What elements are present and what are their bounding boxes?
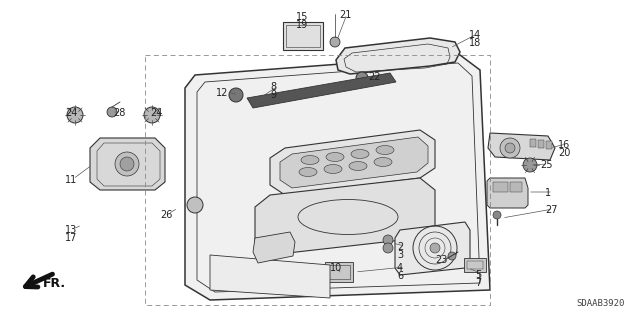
Text: 5: 5 [475,270,481,280]
Circle shape [356,72,368,84]
Circle shape [383,235,393,245]
Bar [538,140,544,148]
Bar [467,261,483,269]
Ellipse shape [326,152,344,161]
Polygon shape [487,178,528,208]
Text: SDAAB3920: SDAAB3920 [577,299,625,308]
Text: 25: 25 [540,160,552,170]
Text: 13: 13 [65,225,77,235]
Circle shape [493,211,501,219]
Text: 17: 17 [65,233,77,243]
Ellipse shape [351,150,369,159]
Circle shape [523,158,537,172]
Polygon shape [185,55,490,300]
Text: 10: 10 [330,263,342,273]
Polygon shape [253,232,295,263]
Polygon shape [247,73,396,108]
Text: 24: 24 [150,108,163,118]
Circle shape [120,157,134,171]
Polygon shape [270,130,435,195]
Text: 7: 7 [475,278,481,288]
Polygon shape [336,38,460,74]
Bar [510,182,522,192]
Text: 9: 9 [270,90,276,100]
Text: 6: 6 [397,271,403,281]
Circle shape [500,138,520,158]
Text: 16: 16 [558,140,570,150]
Circle shape [115,152,139,176]
Circle shape [448,252,456,260]
Bar [328,265,350,279]
Bar [493,182,508,192]
Text: 14: 14 [469,30,481,40]
Circle shape [505,143,515,153]
Polygon shape [488,133,555,160]
Bar [325,262,353,282]
Text: FR.: FR. [43,277,66,290]
Text: 2: 2 [397,242,403,252]
Ellipse shape [324,165,342,174]
Text: 20: 20 [558,148,570,158]
Text: 1: 1 [545,188,551,198]
Ellipse shape [301,155,319,165]
Ellipse shape [349,161,367,170]
Bar [546,141,552,149]
Circle shape [144,107,160,123]
Text: 21: 21 [339,10,351,20]
Bar [283,22,323,50]
Text: 19: 19 [296,20,308,30]
Text: 18: 18 [469,38,481,48]
Text: 11: 11 [65,175,77,185]
Text: 23: 23 [435,255,447,265]
Text: 28: 28 [113,108,125,118]
Circle shape [430,243,440,253]
Text: 12: 12 [216,88,228,98]
Circle shape [107,107,117,117]
Text: 27: 27 [545,205,557,215]
Text: 4: 4 [397,263,403,273]
Text: 8: 8 [270,82,276,92]
Ellipse shape [376,145,394,154]
Text: 24: 24 [65,108,77,118]
Circle shape [383,243,393,253]
Text: 26: 26 [160,210,172,220]
Text: 3: 3 [397,250,403,260]
Text: 22: 22 [368,72,381,82]
Bar [530,139,536,147]
Ellipse shape [374,158,392,167]
Circle shape [330,37,340,47]
Bar [286,25,320,47]
Circle shape [67,107,83,123]
Bar [464,258,486,272]
Polygon shape [90,138,165,190]
Polygon shape [395,222,470,275]
Polygon shape [255,178,435,255]
Circle shape [187,197,203,213]
Circle shape [229,88,243,102]
Polygon shape [280,137,428,188]
Polygon shape [210,255,330,298]
Text: 15: 15 [296,12,308,22]
Ellipse shape [299,167,317,176]
